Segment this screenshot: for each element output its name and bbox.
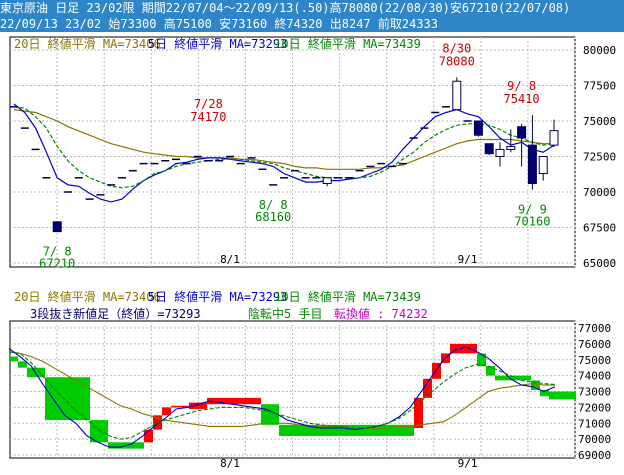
info-item-2: 5 手目 [284, 307, 322, 321]
y-axis: 65000 67500 70000 72500 75000 77500 80000 [583, 44, 616, 270]
y-tick-label: 69000 [578, 449, 611, 462]
renko-brick-down [261, 404, 279, 425]
renko-brick-down [27, 367, 45, 378]
ma-line-5日 [13, 103, 555, 203]
high-annotation-value: 78080 [439, 54, 475, 68]
x-axis: 8/1 9/1 [220, 457, 477, 470]
high-annotation-value: 75410 [504, 92, 540, 106]
renko-brick-down [477, 353, 486, 367]
ma-line-20日 [8, 351, 555, 429]
candle-body [517, 126, 527, 139]
renko-brick-down [486, 366, 495, 376]
x-tick-label: 8/1 [220, 253, 240, 266]
header-line-1: 東京原油 日足 23/02限 期間22/07/04〜22/09/13(.50)高… [0, 0, 624, 16]
renko-brick-up [207, 397, 261, 405]
candle-body [322, 177, 332, 184]
legend-item-1: 5日 終値平滑 MA=73293 [148, 36, 287, 51]
legend-item-0: 20日 終値平滑 MA=73406 [14, 289, 161, 304]
y-axis: 69000 70000 71000 72000 73000 74000 75000 76000… [578, 322, 611, 462]
y-tick-label: 77000 [578, 322, 611, 335]
info-item-3: 転換値 : 74232 [334, 306, 428, 321]
high-annotation-value: 74170 [190, 110, 226, 124]
candle-body [473, 120, 483, 136]
y-tick-label: 70000 [578, 433, 611, 446]
y-tick-label: 77500 [583, 80, 616, 93]
renko-brick-down [549, 391, 576, 400]
candle-body [549, 130, 559, 146]
ma-lines [8, 346, 556, 448]
renko-brick-up [153, 415, 162, 430]
plot-frame [9, 36, 576, 268]
y-tick-label: 76000 [578, 338, 611, 351]
y-tick-label: 75000 [583, 115, 616, 128]
high-annotation-date: 8/30 [442, 41, 471, 55]
y-tick-label: 72000 [578, 401, 611, 414]
y-tick-label: 65000 [583, 257, 616, 270]
ma-line-20日 [13, 109, 555, 170]
y-tick-label: 80000 [583, 44, 616, 57]
low-annotation-value: 67210 [39, 257, 75, 271]
low-annotation-date: 8/ 8 [259, 198, 288, 212]
legend-item-2: 10日 終値平滑 MA=73439 [274, 36, 421, 51]
y-tick-label: 73000 [578, 386, 611, 399]
candle-body [484, 143, 494, 155]
renko-brick-down [279, 424, 414, 436]
y-tick-label: 75000 [578, 354, 611, 367]
legend-item-0: 20日 終値平滑 MA=73406 [14, 36, 161, 51]
low-annotation-value: 68160 [255, 210, 291, 224]
ma-lines [13, 103, 555, 203]
y-tick-label: 74000 [578, 370, 611, 383]
renko-chart: 69000 70000 71000 72000 73000 74000 75000 76000… [8, 289, 611, 470]
renko-brick-down [540, 389, 549, 397]
y-tick-label: 72500 [583, 151, 616, 164]
legend-item-2: 10日 終値平滑 MA=73439 [274, 289, 421, 304]
low-annotation-date: 9/ 9 [518, 203, 547, 217]
candle-body [52, 221, 62, 233]
renko-brick-down [531, 380, 540, 390]
info-line: 3段抜き新値足（終値）=73293 陰転中 5 手目 転換値 : 74232 [30, 306, 428, 321]
renko-brick-up [432, 362, 441, 379]
renko-brick-up [144, 429, 153, 443]
renko-brick-up [414, 397, 423, 429]
renko-brick-up [189, 402, 207, 409]
candle-body [495, 148, 505, 157]
renko-brick-up [423, 378, 432, 398]
candle-body [527, 144, 537, 184]
renko-brick-up [162, 407, 171, 416]
renko-brick-down [9, 356, 18, 362]
renko-brick-down [495, 375, 531, 381]
x-tick-label: 9/1 [458, 457, 478, 470]
renko-brick-up [171, 405, 189, 408]
header-line-2: 22/09/13 23/02 始73300 高75100 安73160 終743… [0, 16, 624, 32]
x-tick-label: 8/1 [220, 457, 240, 470]
renko-brick-down [90, 420, 108, 443]
renko-brick-down [45, 377, 90, 421]
ma-line-5日 [8, 346, 556, 448]
ma-line-10日 [13, 106, 555, 189]
candle-body [506, 146, 516, 150]
info-item-1: 陰転中 [248, 306, 284, 321]
renko-brick-up [450, 343, 477, 354]
candlestick-chart: 65000 67500 70000 72500 75000 77500 80000 8/1 9… [9, 36, 616, 271]
x-tick-label: 9/1 [458, 253, 478, 266]
candles [10, 77, 559, 233]
legend-item-1: 5日 終値平滑 MA=73293 [148, 289, 287, 304]
y-tick-label: 67500 [583, 222, 616, 235]
renko-brick-down [18, 361, 27, 368]
info-item-0: 3段抜き新値足（終値）=73293 [30, 306, 201, 321]
low-annotation-date: 7/ 8 [43, 245, 72, 259]
x-axis: 8/1 9/1 [220, 253, 477, 266]
low-annotation-value: 70160 [514, 215, 550, 229]
y-tick-label: 70000 [583, 186, 616, 199]
y-tick-label: 71000 [578, 417, 611, 430]
candle-body [452, 80, 462, 111]
ma-line-10日 [8, 351, 556, 440]
candle-body [538, 156, 548, 175]
high-annotation-date: 9/ 8 [507, 79, 536, 93]
high-annotation-date: 7/28 [194, 97, 223, 111]
